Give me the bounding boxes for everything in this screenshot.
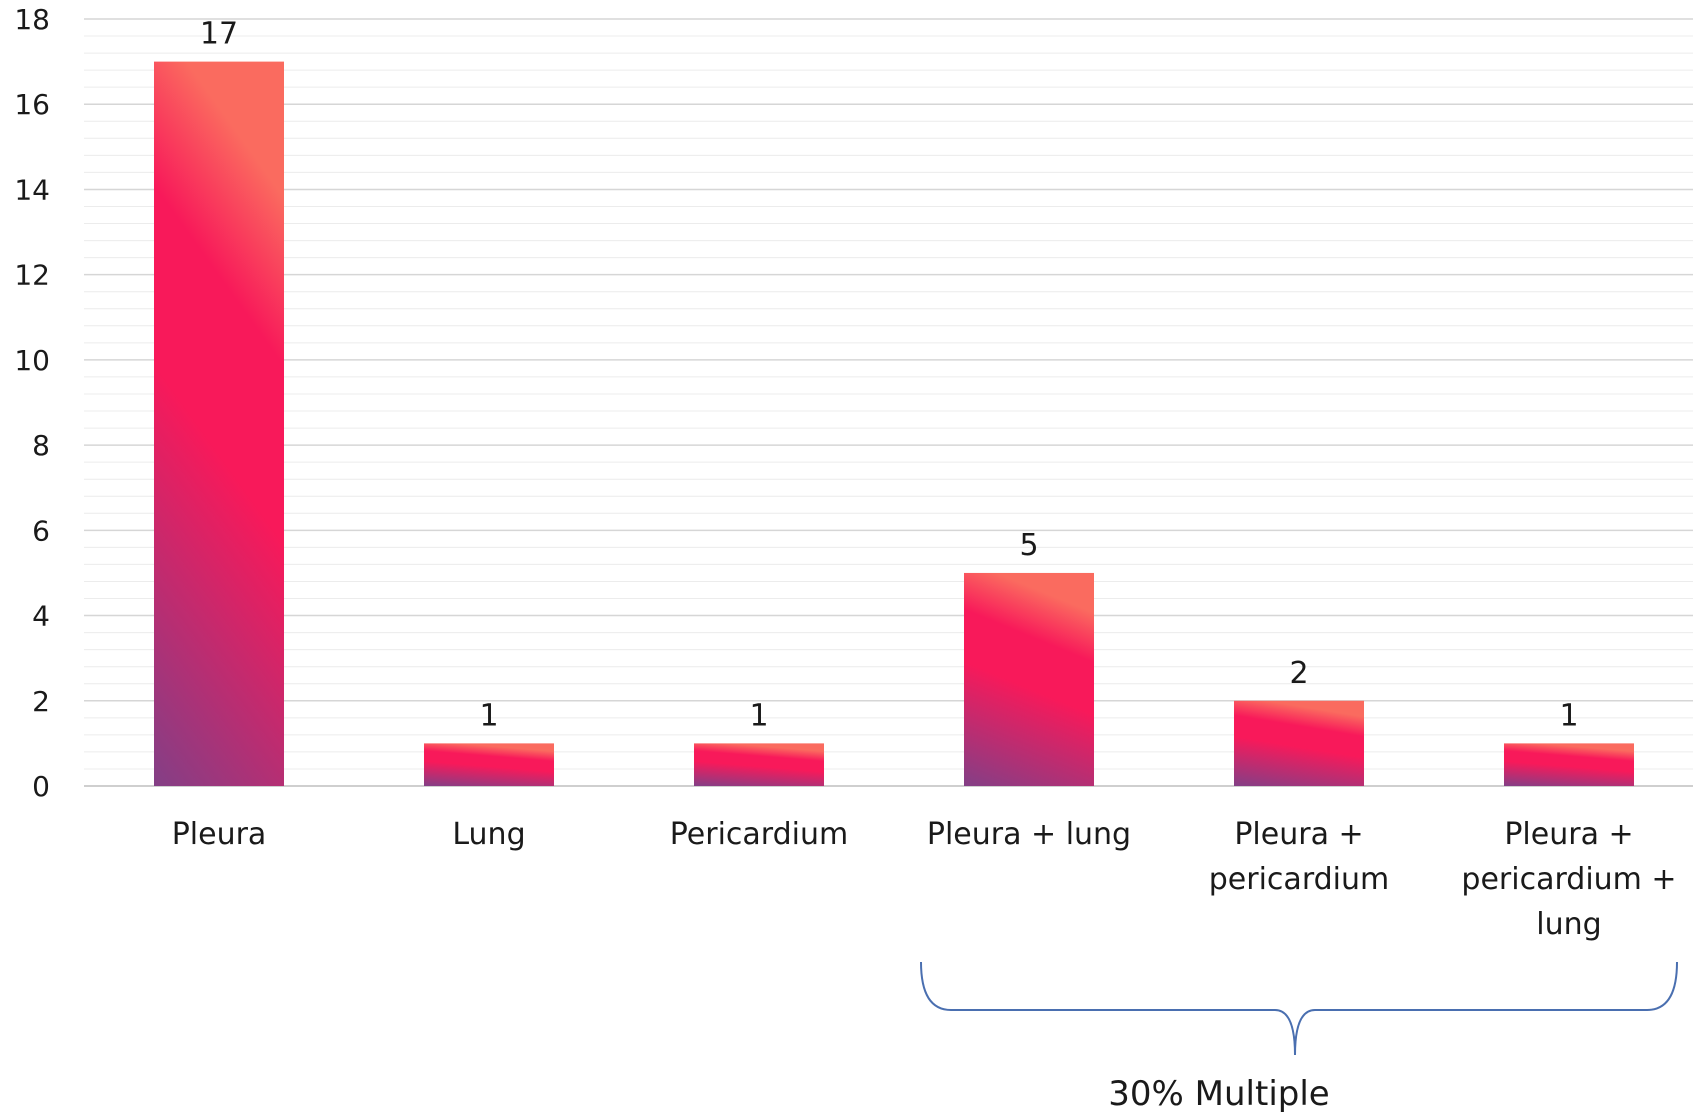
bar	[424, 743, 554, 786]
x-axis-categories: Pleura Lung Pericardium Pleura + lung Pleura…	[172, 817, 1677, 942]
y-tick-label: 16	[14, 88, 50, 121]
y-tick-label: 12	[14, 259, 50, 292]
bar	[964, 572, 1094, 786]
data-label: 2	[1289, 656, 1308, 691]
annotation-label: 30% Multiple	[1108, 1074, 1329, 1114]
data-label: 1	[1559, 698, 1578, 733]
y-tick-label: 6	[32, 514, 50, 547]
brace-bracket	[920, 961, 1678, 1056]
x-category-label: Pleura + lung	[927, 817, 1131, 852]
x-category-label: Pleura + pericardium	[1209, 817, 1389, 897]
y-tick-label: 0	[32, 770, 50, 803]
data-label: 1	[749, 698, 768, 733]
bar	[154, 61, 284, 787]
y-tick-label: 2	[32, 685, 50, 718]
y-tick-label: 14	[14, 173, 50, 206]
bar	[1504, 743, 1634, 786]
data-label: 1	[479, 698, 498, 733]
bar	[1234, 700, 1364, 786]
x-category-label: Pleura	[172, 817, 267, 852]
x-category-label: Lung	[452, 817, 525, 852]
y-axis-ticks: 0 2 4 6 8 10 12 14 16 18	[14, 3, 50, 803]
x-category-label: Pleura + pericardium + lung	[1461, 817, 1676, 942]
gridlines	[84, 18, 1693, 787]
bar	[694, 743, 824, 786]
x-category-label: Pericardium	[670, 817, 848, 852]
y-tick-label: 10	[14, 344, 50, 377]
data-label: 17	[200, 17, 238, 52]
bars	[154, 61, 1634, 787]
y-tick-label: 8	[32, 429, 50, 462]
y-tick-label: 18	[14, 3, 50, 36]
y-tick-label: 4	[32, 600, 50, 633]
data-label: 5	[1019, 528, 1038, 563]
annotation-group: 30% Multiple	[920, 961, 1678, 1114]
